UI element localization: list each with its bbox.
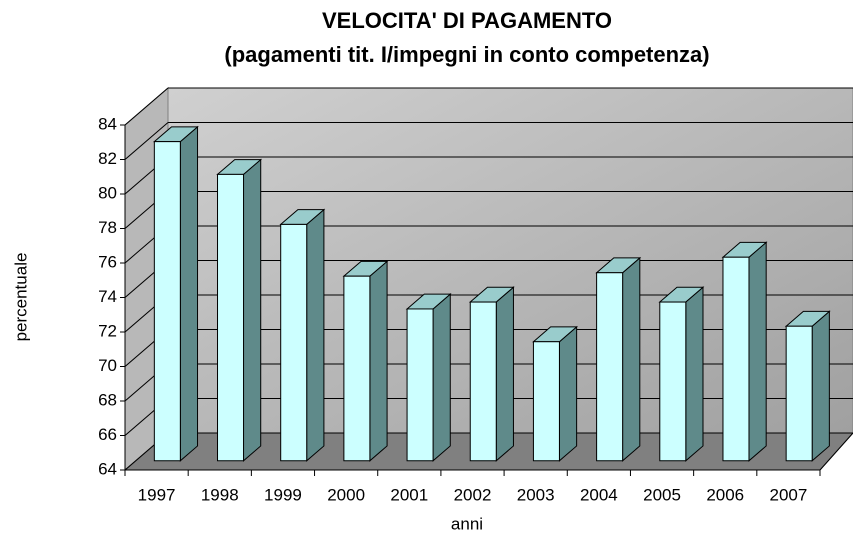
x-tick-label: 2007 xyxy=(769,485,807,504)
x-tick-label: 2000 xyxy=(327,485,365,504)
y-tick-label: 72 xyxy=(98,321,117,340)
chart-subtitle: (pagamenti tit. I/impegni in conto compe… xyxy=(224,42,709,67)
y-tick-label: 74 xyxy=(98,287,117,306)
bar xyxy=(153,141,181,462)
floor-edge xyxy=(819,432,853,471)
bar xyxy=(659,301,687,462)
y-tick-label: 70 xyxy=(98,356,117,375)
bar-side xyxy=(432,293,451,462)
bar-side xyxy=(685,286,704,462)
bar-side xyxy=(369,260,388,462)
bar xyxy=(596,272,624,462)
bar-side xyxy=(558,325,578,462)
bar xyxy=(343,275,371,462)
bar-side xyxy=(243,158,262,462)
x-tick-label: 2004 xyxy=(580,485,618,504)
y-tick-label: 82 xyxy=(98,149,117,168)
x-tick-label: 1999 xyxy=(264,485,302,504)
y-axis-label: percentuale xyxy=(11,253,30,342)
bar-side xyxy=(306,208,325,462)
bar xyxy=(469,301,497,462)
x-tick-label: 2005 xyxy=(643,485,681,504)
x-tick-label: 1997 xyxy=(138,485,176,504)
y-tick-label: 84 xyxy=(98,114,117,133)
bar-side xyxy=(811,310,830,462)
y-tick-label: 68 xyxy=(98,390,117,409)
grid-line xyxy=(124,87,169,126)
y-tick-label: 64 xyxy=(98,459,117,478)
bar-side xyxy=(495,286,514,462)
bar xyxy=(532,341,560,462)
bar-side xyxy=(179,125,199,462)
bar xyxy=(785,325,813,462)
y-tick-label: 76 xyxy=(98,252,117,271)
x-tick-label: 2001 xyxy=(390,485,428,504)
x-tick-label: 1998 xyxy=(201,485,239,504)
bar xyxy=(217,173,245,462)
chart-title: VELOCITA' DI PAGAMENTO xyxy=(322,8,612,33)
bar xyxy=(722,256,750,462)
x-axis-label: anni xyxy=(451,514,483,533)
x-tick-label: 2002 xyxy=(454,485,492,504)
bar xyxy=(406,308,434,462)
x-tick-label: 2003 xyxy=(517,485,555,504)
x-tick-label: 2006 xyxy=(706,485,744,504)
grid-line xyxy=(124,122,169,160)
bar-side xyxy=(748,241,767,462)
bar-side xyxy=(622,256,641,462)
y-tick-label: 80 xyxy=(98,183,117,202)
y-tick-label: 78 xyxy=(98,218,117,237)
bar xyxy=(280,223,308,462)
y-tick-label: 66 xyxy=(98,425,117,444)
